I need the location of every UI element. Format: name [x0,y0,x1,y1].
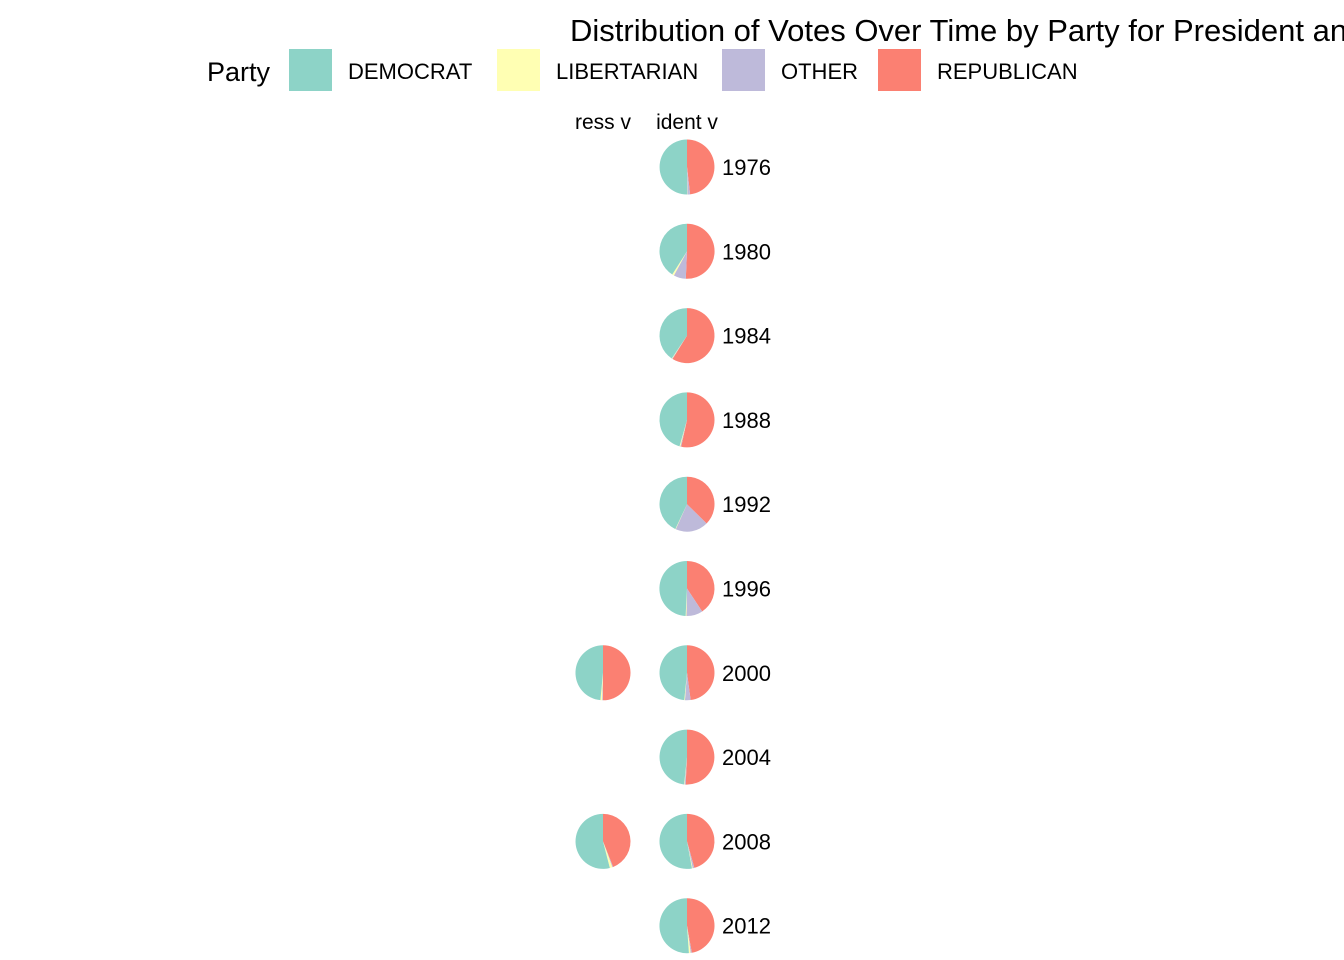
pie-1-1992 [659,476,715,532]
pie-slice-libertarian [685,588,687,616]
pie-slice-republican [685,223,715,279]
legend-swatch-other [722,49,765,91]
strip-clip-mask [0,108,568,138]
pie-slice-democrat [659,645,687,701]
legend-swatch-libertarian [497,49,540,91]
year-label-1980: 1980 [722,239,771,264]
pie-0-2008 [575,813,631,869]
year-label-2004: 2004 [722,745,771,770]
pie-slice-other [675,504,707,532]
year-label-1984: 1984 [722,324,771,349]
facet-strips: ress v ident v [575,111,718,134]
pie-slice-democrat [659,476,687,530]
pie-slice-republican [685,729,715,785]
year-label-1988: 1988 [722,408,771,433]
pie-grid [575,139,715,954]
pie-1-2004 [659,729,715,785]
pie-slice-republican [672,308,715,364]
pie-slice-democrat [659,392,687,447]
pie-slice-democrat [659,560,687,616]
pie-slice-libertarian [600,672,603,701]
legend-label-other: OTHER [781,59,858,84]
pie-slice-other [684,757,687,785]
facet-strip-label-0: ress v [575,111,632,134]
pie-slice-libertarian [687,841,693,869]
pie-1-2008 [659,813,715,869]
pie-slice-republican [687,139,715,195]
pie-slice-republican [687,561,715,612]
pie-slice-other [684,672,691,701]
pie-1-1980 [659,223,715,279]
year-label-1992: 1992 [722,492,771,517]
pie-slice-democrat [659,223,687,275]
pie-1-1984 [659,308,715,364]
pie-1-1996 [659,560,715,617]
pie-slice-libertarian [671,335,687,359]
facet-strip-label-1: ident v [656,111,718,134]
pie-slice-democrat [659,813,692,869]
pie-slice-democrat [575,813,610,869]
year-label-1996: 1996 [722,577,771,602]
legend-title: Party [207,57,271,87]
pie-1-2000 [659,645,715,701]
pie-slice-other [686,588,703,617]
pie-slice-democrat [659,729,687,785]
pie-slice-other [673,251,687,279]
pie-slice-republican [687,476,715,524]
legend-swatch-democrat [289,49,332,91]
pie-slice-libertarian [684,672,687,701]
pie-slice-democrat [659,139,688,195]
pie-slice-republican [603,645,631,701]
pie-slice-democrat [575,645,603,701]
year-label-2000: 2000 [722,661,771,686]
pie-0-2000 [575,645,631,701]
pie-slice-libertarian [679,419,687,447]
chart-title: Distribution of Votes Over Time by Party… [570,13,1344,48]
pie-slice-libertarian [603,841,613,869]
legend-swatch-republican [878,49,921,91]
year-label-2008: 2008 [722,829,771,854]
pie-1-1976 [659,139,715,195]
pie-slice-other [687,841,695,869]
pie-slice-libertarian [684,757,687,785]
year-labels: 1976 1980 1984 1988 1992 1996 2000 2004 2008 2012 [722,155,771,939]
pie-1-1988 [659,392,715,448]
pie-slice-democrat [659,308,687,359]
pie-1-2012 [659,898,715,954]
pie-slice-libertarian [675,504,687,530]
pie-slice-republican [687,813,715,868]
legend-label-republican: REPUBLICAN [937,59,1078,84]
year-label-2012: 2012 [722,914,771,939]
pie-slice-other [687,925,692,953]
pie-slice-libertarian [687,167,688,195]
pie-slice-other [603,841,614,868]
pie-slice-libertarian [687,925,691,954]
pie-slice-republican [603,813,631,867]
pie-slice-other [687,167,691,195]
pie-slice-other [672,335,687,359]
pie-slice-republican [687,898,715,953]
pie-slice-democrat [659,898,689,954]
pie-slice-other [602,672,603,701]
pie-slice-republican [681,392,715,448]
pie-slice-republican [687,645,715,701]
legend-label-democrat: DEMOCRAT [348,59,472,84]
pie-slice-libertarian [672,251,687,276]
pie-slice-other [680,419,687,447]
legend-label-libertarian: LIBERTARIAN [556,59,698,84]
year-label-1976: 1976 [722,155,771,180]
legend: Party DEMOCRAT LIBERTARIAN OTHER REPUBLICAN [207,49,1078,91]
